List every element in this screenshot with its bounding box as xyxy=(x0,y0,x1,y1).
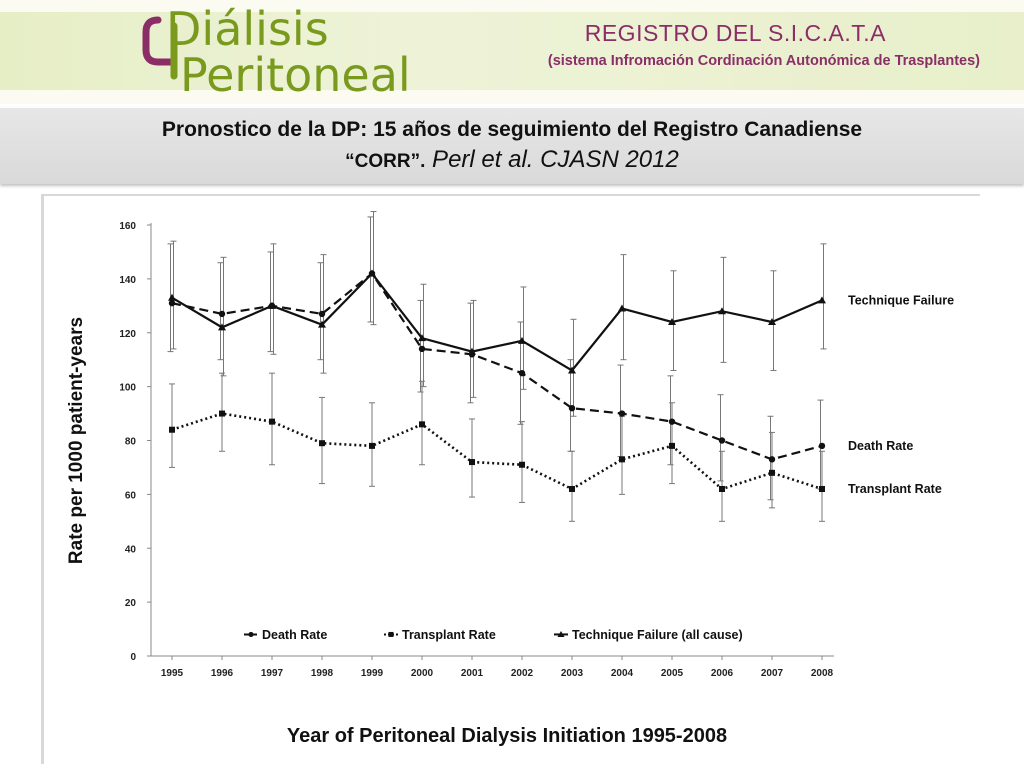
y-tick-label: 40 xyxy=(125,544,137,555)
chart-svg: 0 20 40 60 80 100 120 140 160 1995 1996 1997 1998 199… xyxy=(66,211,954,747)
legend-label: Death Rate xyxy=(262,628,327,642)
data-point xyxy=(818,296,826,304)
y-tick-label: 0 xyxy=(130,652,136,663)
data-point xyxy=(569,485,575,492)
series-end-label: Death Rate xyxy=(848,439,913,453)
data-point xyxy=(469,459,475,466)
legend-marker xyxy=(557,630,565,637)
data-point xyxy=(218,310,226,318)
x-tick-label: 1996 xyxy=(211,668,234,679)
data-point xyxy=(668,317,676,325)
logo-line1: Diálisis xyxy=(166,2,329,56)
data-point xyxy=(718,307,726,315)
x-tick-label: 2001 xyxy=(461,668,484,679)
logo-line2: Peritoneal xyxy=(180,48,411,102)
series-line-death-rate xyxy=(171,271,823,461)
corr-label: “CORR”. xyxy=(345,151,426,172)
y-tick-label: 60 xyxy=(125,490,137,501)
data-point xyxy=(418,334,426,342)
y-tick-label: 120 xyxy=(119,329,136,340)
x-tick-label: 2005 xyxy=(661,668,684,679)
x-tick-label: 1998 xyxy=(311,668,334,679)
data-point xyxy=(168,299,176,307)
data-point xyxy=(368,269,376,277)
data-point xyxy=(818,442,826,450)
x-tick-label: 2006 xyxy=(711,668,734,679)
series-end-label: Transplant Rate xyxy=(848,482,942,496)
legend-marker xyxy=(248,631,254,638)
data-point xyxy=(769,469,775,476)
legend-marker xyxy=(388,631,394,637)
data-point xyxy=(618,304,626,312)
data-point xyxy=(718,437,726,444)
data-point xyxy=(619,456,625,463)
data-point xyxy=(568,404,576,412)
legend-label: Technique Failure (all cause) xyxy=(572,628,743,642)
data-point xyxy=(169,426,175,433)
dialisis-peritoneal-logo: Diálisis Peritoneal xyxy=(140,2,440,102)
x-tick-label: 1997 xyxy=(261,668,284,679)
series-end-label: Technique Failure xyxy=(848,293,954,307)
heading-band xyxy=(0,108,1024,184)
slide-citation: “CORR”. Perl et al. CJASN 2012 xyxy=(0,146,1024,174)
data-point xyxy=(319,440,325,447)
data-point xyxy=(419,421,425,428)
x-tick-label: 2000 xyxy=(411,668,434,679)
data-point xyxy=(518,369,526,377)
chart-frame: 0 20 40 60 80 100 120 140 160 1995 1996 1997 1998 199… xyxy=(41,194,980,764)
data-point xyxy=(519,461,525,468)
y-tick-label: 80 xyxy=(125,437,137,448)
series-line-transplant-rate xyxy=(171,412,823,491)
citation-text: Perl et al. CJASN 2012 xyxy=(425,146,679,173)
slide-title: Pronostico de la DP: 15 años de seguimie… xyxy=(161,118,863,141)
x-tick-label: 1995 xyxy=(161,668,184,679)
y-tick-label: 20 xyxy=(125,598,137,609)
data-point xyxy=(468,347,476,355)
data-point xyxy=(668,418,676,425)
x-tick-label: 2008 xyxy=(811,668,834,679)
y-axis-title: Rate per 1000 patient-years xyxy=(66,317,87,564)
data-point xyxy=(568,366,576,374)
y-tick-label: 140 xyxy=(119,275,136,286)
series-line-technique-failure-all-cause- xyxy=(171,271,823,372)
legend-label: Transplant Rate xyxy=(402,628,496,642)
data-point xyxy=(768,456,776,463)
registry-subtitle: (sistema Infromación Cordinación Autonóm… xyxy=(547,53,980,69)
x-axis-title: Year of Peritoneal Dialysis Initiation 1… xyxy=(287,725,727,747)
data-point xyxy=(518,336,526,344)
data-point xyxy=(618,410,626,417)
data-point xyxy=(318,320,326,328)
data-point xyxy=(168,293,176,301)
x-tick-label: 2004 xyxy=(611,668,634,679)
registry-title: REGISTRO DEL S.I.C.A.T.A xyxy=(584,20,886,46)
data-point xyxy=(318,310,326,318)
logo-emblem xyxy=(142,16,178,80)
data-point xyxy=(219,410,225,417)
data-point xyxy=(418,345,426,353)
y-tick-label: 160 xyxy=(119,221,136,232)
y-tick-label: 100 xyxy=(119,383,136,394)
data-point xyxy=(719,485,725,492)
data-point xyxy=(268,301,276,309)
data-point xyxy=(269,418,275,425)
x-tick-label: 2007 xyxy=(761,668,784,679)
x-tick-label: 1999 xyxy=(361,668,384,679)
data-point xyxy=(768,317,776,325)
data-point xyxy=(369,442,375,449)
x-tick-label: 2002 xyxy=(511,668,534,679)
data-point xyxy=(669,442,675,449)
data-point xyxy=(218,323,226,331)
data-point xyxy=(819,485,825,492)
x-tick-label: 2003 xyxy=(561,668,584,679)
